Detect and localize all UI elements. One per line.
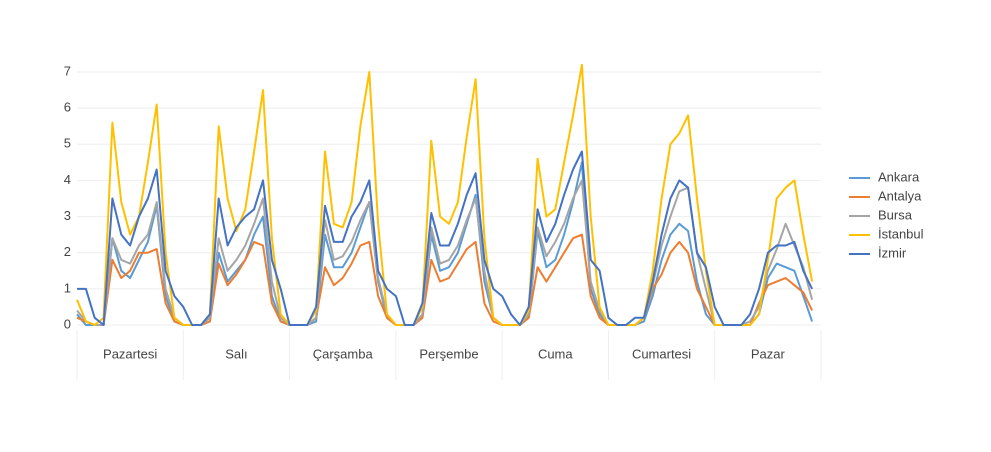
legend-label: İstanbul (878, 226, 924, 241)
x-tick-label: Cuma (538, 346, 573, 361)
series-line (76, 233, 813, 326)
series-line (77, 150, 813, 326)
legend-label: Antalya (878, 188, 922, 203)
x-tick-label: Çarşamba (313, 346, 374, 361)
legend-label: İzmir (878, 245, 907, 260)
x-tick-label: Pazartesi (103, 346, 157, 361)
x-tick-label: Perşembe (419, 346, 478, 361)
legend-label: Ankara (878, 169, 920, 184)
y-tick-label: 0 (64, 316, 71, 331)
legend-label: Bursa (878, 207, 913, 222)
x-tick-label: Pazar (751, 346, 786, 361)
x-tick-label: Salı (225, 346, 247, 361)
y-tick-label: 2 (64, 244, 71, 259)
series-line (76, 63, 814, 326)
y-tick-label: 5 (64, 136, 71, 151)
x-tick-label: Cumartesi (632, 346, 691, 361)
y-tick-label: 3 (64, 208, 71, 223)
y-tick-label: 4 (64, 172, 71, 187)
y-tick-label: 1 (64, 280, 71, 295)
y-tick-label: 7 (64, 63, 71, 78)
y-tick-label: 6 (64, 100, 71, 115)
